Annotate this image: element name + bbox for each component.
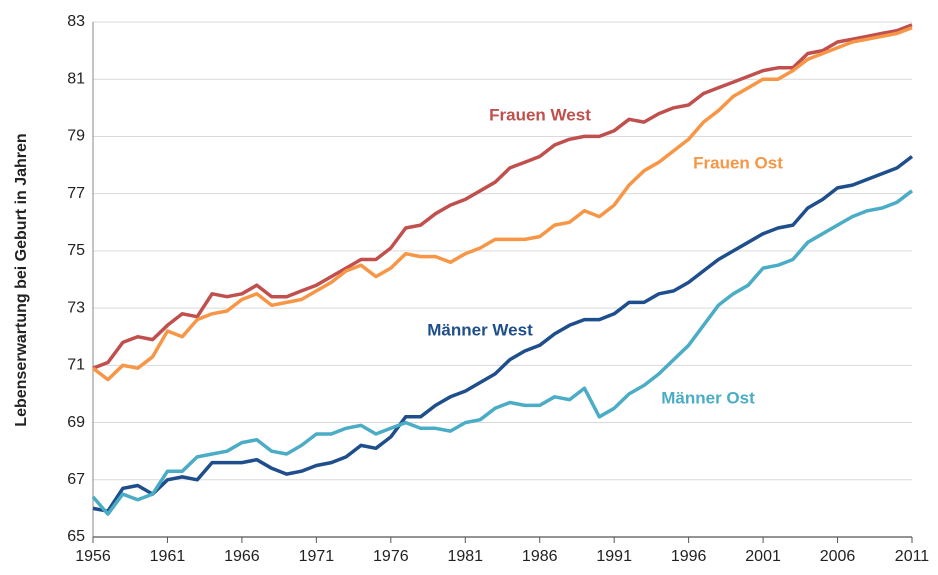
y-tick-label: 73 bbox=[67, 299, 85, 316]
y-axis-title: Lebenserwartung bei Geburt in Jahren bbox=[13, 133, 30, 426]
x-tick-label: 2011 bbox=[895, 548, 930, 565]
y-tick-label: 65 bbox=[67, 528, 85, 545]
x-tick-label: 1956 bbox=[75, 548, 111, 565]
x-tick-label: 2006 bbox=[820, 548, 856, 565]
x-tick-label: 1961 bbox=[150, 548, 186, 565]
series-label: Männer Ost bbox=[661, 388, 755, 407]
x-tick-label: 1996 bbox=[671, 548, 707, 565]
y-tick-label: 81 bbox=[67, 70, 85, 87]
series-label: Frauen West bbox=[489, 105, 591, 124]
x-tick-label: 1971 bbox=[299, 548, 335, 565]
y-tick-label: 69 bbox=[67, 414, 85, 431]
y-tick-label: 83 bbox=[67, 13, 85, 30]
y-tick-label: 77 bbox=[67, 185, 85, 202]
series-label: Frauen Ost bbox=[693, 153, 783, 172]
series-line bbox=[92, 23, 913, 370]
series-label: Männer West bbox=[427, 320, 533, 339]
y-tick-label: 71 bbox=[67, 357, 85, 374]
y-tick-label: 79 bbox=[67, 128, 85, 145]
x-tick-label: 1976 bbox=[373, 548, 409, 565]
series-line bbox=[91, 26, 913, 382]
y-tick-label: 67 bbox=[67, 471, 85, 488]
series-line bbox=[92, 155, 914, 513]
x-tick-label: 1991 bbox=[596, 548, 632, 565]
x-tick-label: 2001 bbox=[745, 548, 781, 565]
x-tick-label: 1981 bbox=[447, 548, 483, 565]
y-tick-label: 75 bbox=[67, 242, 85, 259]
series-line bbox=[91, 189, 914, 516]
x-tick-label: 1966 bbox=[224, 548, 260, 565]
x-tick-label: 1986 bbox=[522, 548, 558, 565]
